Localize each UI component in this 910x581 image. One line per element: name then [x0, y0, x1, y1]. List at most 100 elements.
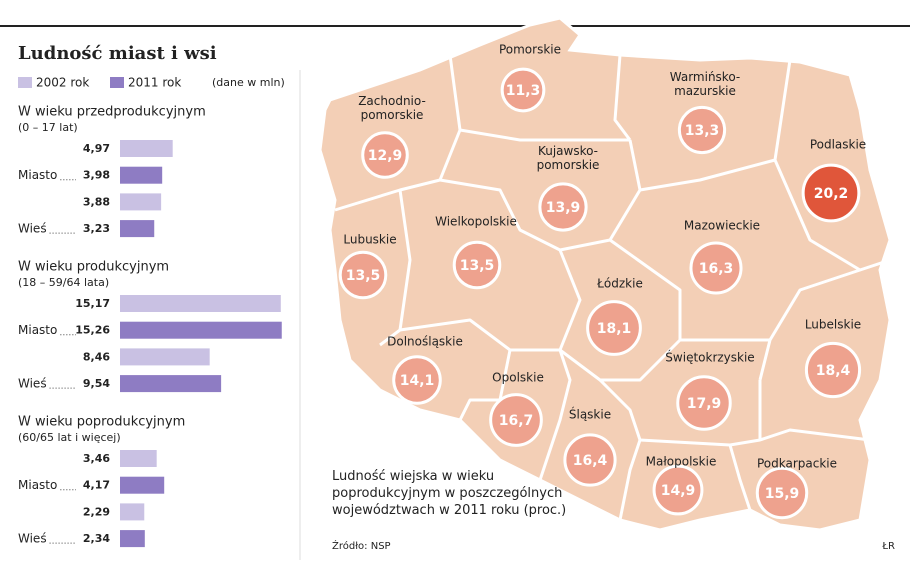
region-bubble — [676, 375, 732, 431]
region-bubble — [801, 163, 861, 223]
bar — [120, 321, 282, 339]
group-subtitle: (18 – 59/64 lata) — [18, 276, 109, 289]
region-value: 13,5 — [346, 268, 381, 284]
value-label: 3,23 — [83, 222, 110, 235]
value-label: 8,46 — [83, 350, 110, 363]
value-label: 15,17 — [75, 297, 110, 310]
bar — [120, 503, 145, 521]
unit-note: (dane w mln) — [212, 76, 285, 89]
bar — [120, 220, 155, 238]
bar — [120, 375, 222, 393]
region-name: Łódzkie — [596, 277, 643, 291]
region-value: 11,3 — [506, 83, 541, 99]
region-name: Dolnośląskie — [387, 335, 463, 349]
region-bubble — [755, 466, 809, 520]
bar — [120, 348, 210, 366]
value-label: 4,97 — [83, 142, 110, 155]
legend-swatch — [110, 77, 124, 88]
region-bubble — [538, 182, 588, 232]
bar — [120, 295, 281, 312]
bar — [120, 476, 165, 494]
region-bubble — [689, 241, 743, 295]
category-label: Miasto — [18, 168, 57, 182]
bar — [120, 140, 173, 157]
region-name: Warmińsko-mazurskie — [670, 70, 740, 98]
value-label: 2,29 — [83, 505, 110, 518]
region-bubble — [489, 393, 543, 447]
value-label: 9,54 — [83, 377, 110, 390]
region-value: 18,1 — [597, 321, 632, 337]
value-label: 3,88 — [83, 195, 110, 208]
category-label: Wieś — [18, 222, 47, 236]
region-name-line: Kujawsko- — [538, 144, 598, 158]
country — [318, 16, 892, 532]
group-title: W wieku poprodukcyjnym — [18, 415, 185, 430]
region-name: Mazowieckie — [684, 219, 760, 233]
region-name-line: Zachodnio- — [358, 94, 426, 108]
region-name: Podlaskie — [810, 138, 866, 152]
region-name: Kujawsko-pomorskie — [537, 144, 600, 172]
region-name-line: mazurskie — [674, 84, 736, 98]
bar — [120, 530, 145, 548]
region-value: 16,3 — [699, 261, 734, 277]
value-label: 4,17 — [83, 479, 110, 492]
region-value: 14,1 — [400, 373, 435, 389]
region-name: Pomorskie — [499, 43, 561, 57]
source: Źródło: NSP — [332, 539, 391, 552]
region-bubble — [652, 464, 704, 516]
region-bubble — [500, 67, 546, 113]
region-name-line: pomorskie — [537, 158, 600, 172]
region-value: 16,7 — [499, 413, 534, 429]
region-bubble — [361, 131, 409, 179]
region-name-line: Warmińsko- — [670, 70, 740, 84]
region-bubble — [338, 250, 388, 300]
category-label: Miasto — [18, 323, 57, 337]
legend-label: 2002 rok — [36, 76, 89, 90]
region-name: Małopolskie — [646, 455, 717, 469]
group-subtitle: (0 – 17 lat) — [18, 121, 78, 134]
region-value: 12,9 — [368, 148, 403, 164]
region-value: 15,9 — [765, 486, 800, 502]
region-value: 16,4 — [573, 453, 608, 469]
group-title: W wieku przedprodukcyjnym — [18, 105, 206, 120]
region-bubble — [563, 433, 617, 487]
region-name: Podkarpackie — [757, 457, 837, 471]
region-bubble — [452, 240, 502, 290]
region-value: 20,2 — [814, 186, 849, 202]
region-name: Lubelskie — [805, 318, 861, 332]
legend-label: 2011 rok — [128, 76, 181, 90]
bar — [120, 450, 157, 467]
legend-swatch — [18, 77, 32, 88]
region-value: 17,9 — [687, 396, 722, 412]
value-label: 3,98 — [83, 169, 110, 182]
group-title: W wieku produkcyjnym — [18, 260, 169, 275]
map — [318, 16, 892, 532]
region-value: 13,9 — [546, 200, 581, 216]
region-name-line: pomorskie — [361, 108, 424, 122]
region-value: 14,9 — [661, 483, 696, 499]
value-label: 2,34 — [83, 532, 110, 545]
region-bubble — [677, 105, 727, 155]
category-label: Miasto — [18, 478, 57, 492]
region-name: Wielkopolskie — [435, 215, 517, 229]
credit: ŁR — [881, 541, 895, 552]
region-bubble — [586, 300, 642, 356]
map-title: Ludność wiejska w wieku poprodukcyjnym w… — [332, 469, 567, 518]
region-bubble — [392, 355, 442, 405]
chart-title: Ludność miast i wsi — [18, 43, 217, 64]
region-name: Lubuskie — [343, 233, 396, 247]
value-label: 15,26 — [75, 324, 110, 337]
region-value: 13,3 — [685, 123, 720, 139]
region-name: Opolskie — [492, 371, 544, 385]
bar — [120, 166, 163, 184]
region-name: Świętokrzyskie — [665, 350, 754, 365]
region-value: 13,5 — [460, 258, 495, 274]
value-label: 3,46 — [83, 452, 110, 465]
region-name: Zachodnio-pomorskie — [358, 94, 426, 122]
region-value: 18,4 — [816, 363, 851, 379]
category-label: Wieś — [18, 532, 47, 546]
borders — [334, 54, 891, 521]
group-subtitle: (60/65 lat i więcej) — [18, 431, 121, 444]
